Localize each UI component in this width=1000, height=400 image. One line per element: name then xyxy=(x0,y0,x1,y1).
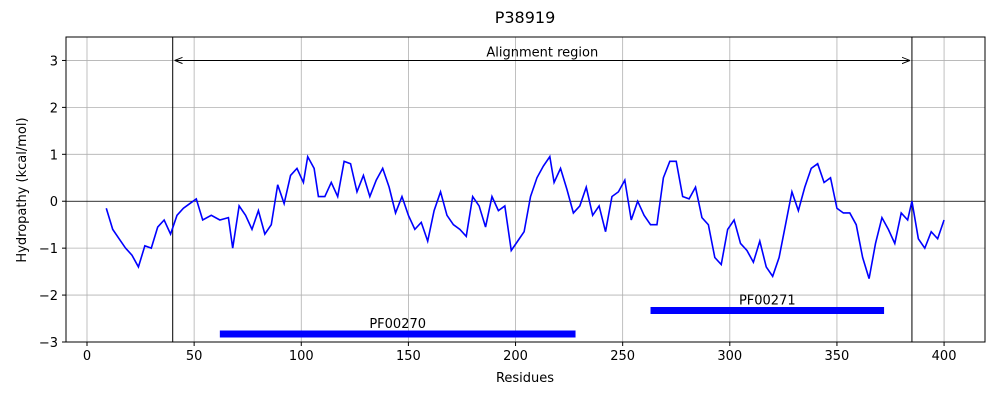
y-tick-label: −3 xyxy=(39,336,58,351)
x-axis-label: Residues xyxy=(496,371,554,386)
x-tick-label: 100 xyxy=(289,349,314,364)
y-tick-label: 3 xyxy=(50,54,58,69)
y-tick-label: 2 xyxy=(50,101,58,116)
y-axis-label: Hydropathy (kcal/mol) xyxy=(15,117,30,262)
x-tick-label: 300 xyxy=(717,349,742,364)
x-tick-label: 250 xyxy=(610,349,635,364)
domain-label: PF00270 xyxy=(369,317,426,332)
domain-label: PF00271 xyxy=(739,294,796,309)
y-tick-label: −2 xyxy=(39,289,58,304)
chart-title: P38919 xyxy=(495,8,556,27)
region-label: Alignment region xyxy=(486,45,598,60)
y-tick-label: −1 xyxy=(39,242,58,257)
y-tick-label: 0 xyxy=(50,195,58,210)
x-tick-label: 50 xyxy=(186,349,203,364)
x-tick-label: 200 xyxy=(503,349,528,364)
x-tick-label: 0 xyxy=(83,349,91,364)
x-tick-label: 350 xyxy=(825,349,850,364)
plot-frame xyxy=(65,36,986,343)
y-tick-label: 1 xyxy=(50,148,58,163)
x-tick-label: 150 xyxy=(396,349,421,364)
hydropathy-line xyxy=(105,154,945,279)
x-tick-label: 400 xyxy=(932,349,957,364)
